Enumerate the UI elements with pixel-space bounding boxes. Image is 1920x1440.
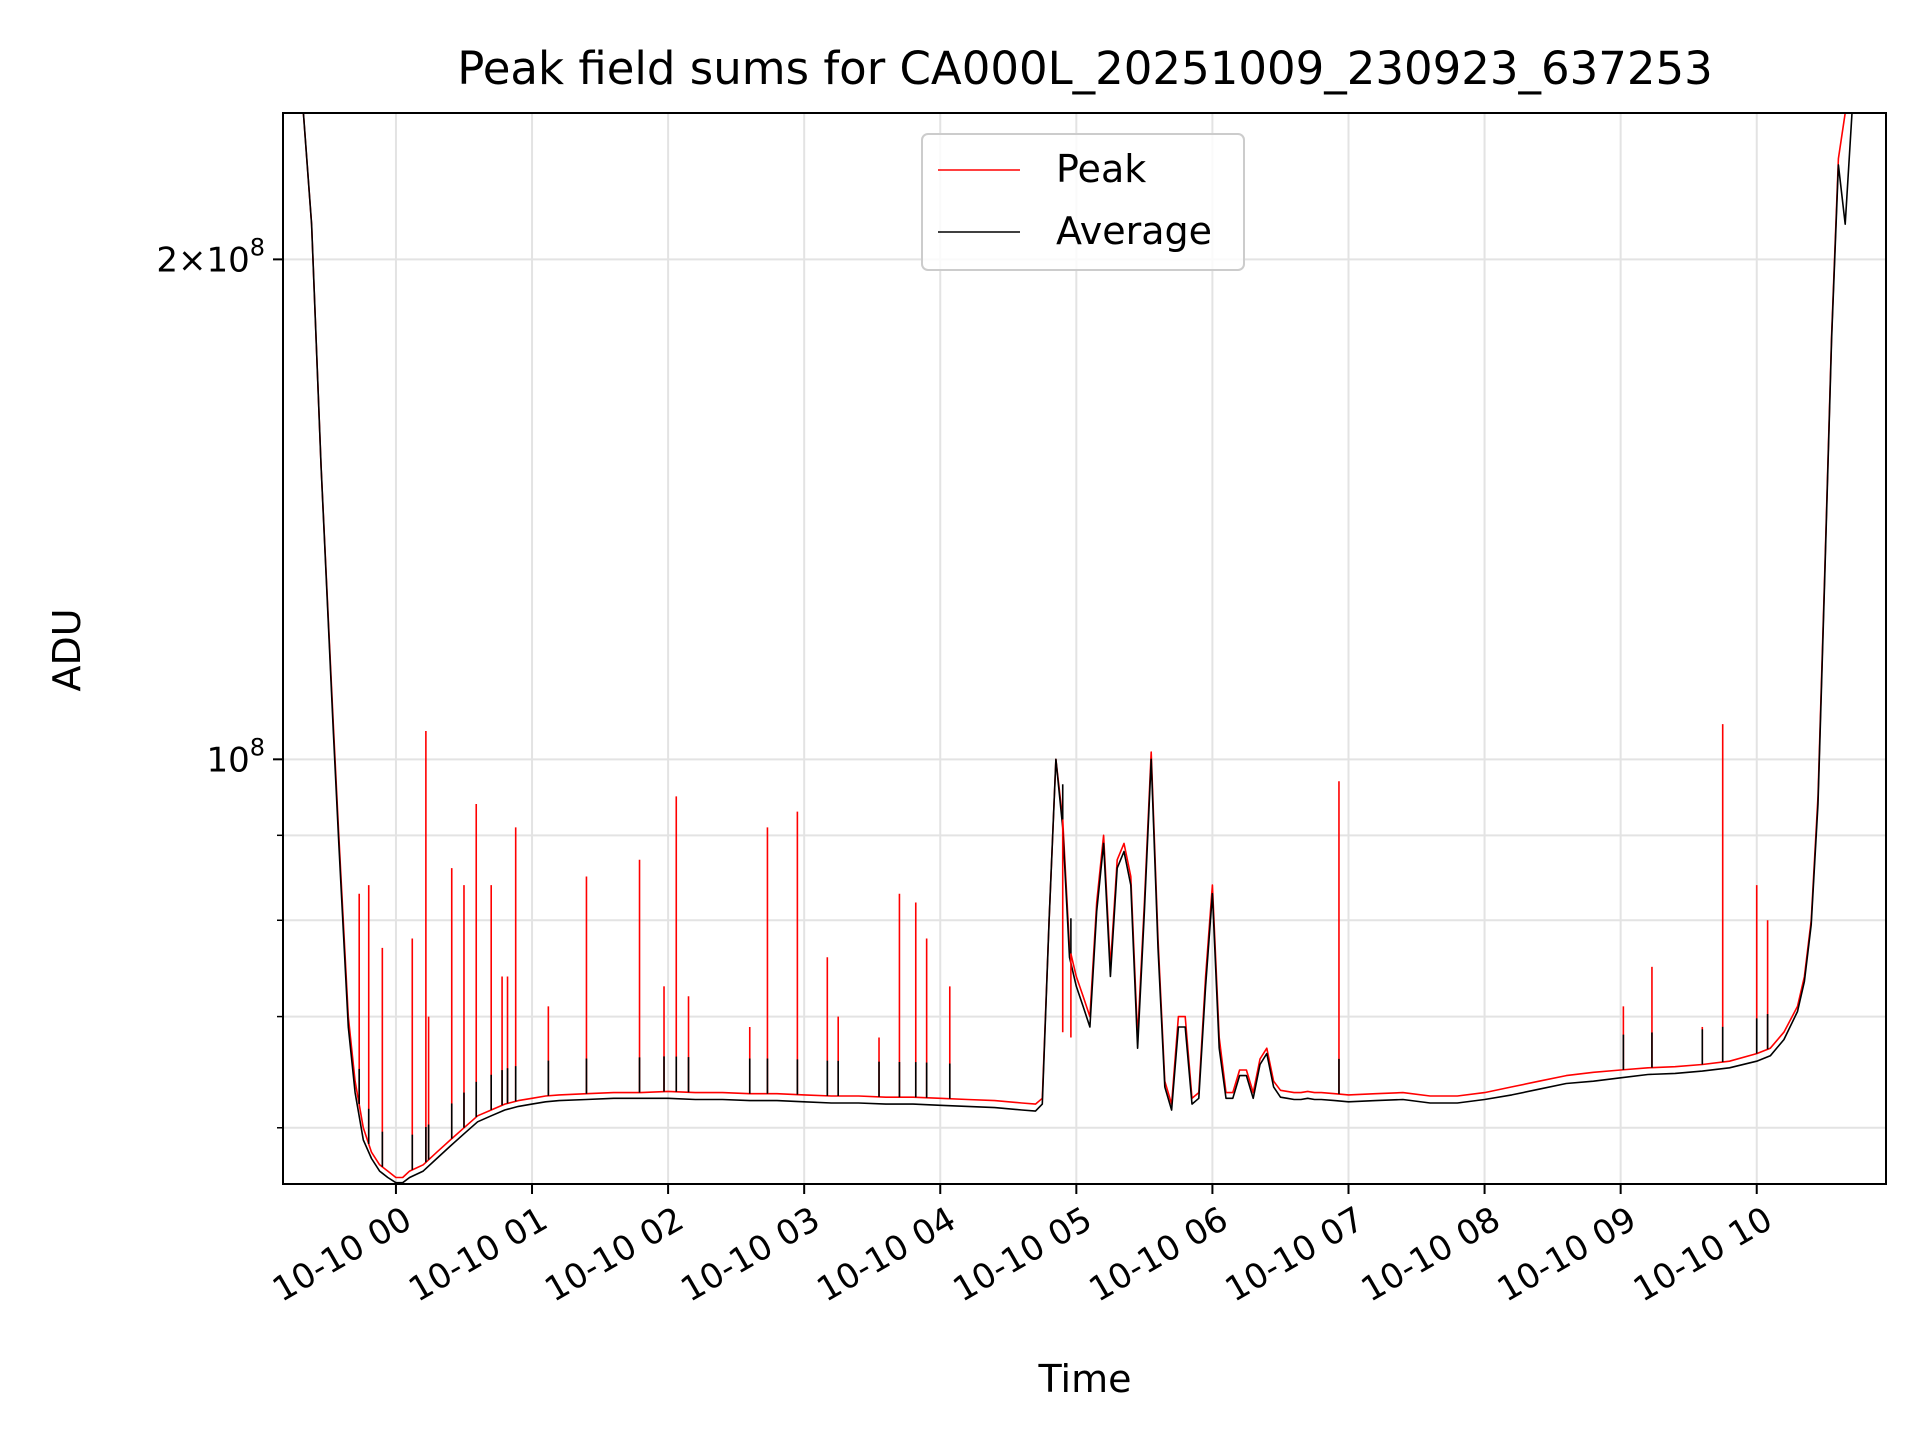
legend-average-label: Average [1056,209,1212,253]
chart-title: Peak field sums for CA000L_20251009_2309… [457,42,1713,95]
plot-frame [282,112,1887,1185]
plot-area [283,112,1886,1184]
x-axis-label: Time [1038,1357,1132,1401]
y-tick-label: 2×108 [156,233,265,280]
legend-box [921,133,1245,271]
y-tick-label: 108 [206,733,265,780]
series-line-average [283,112,1886,1184]
legend-peak-label: Peak [1056,147,1146,191]
y-axis: 108 2×108 [156,233,283,1129]
legend: Peak Average [921,133,1245,271]
y-axis-label: ADU [45,608,89,691]
